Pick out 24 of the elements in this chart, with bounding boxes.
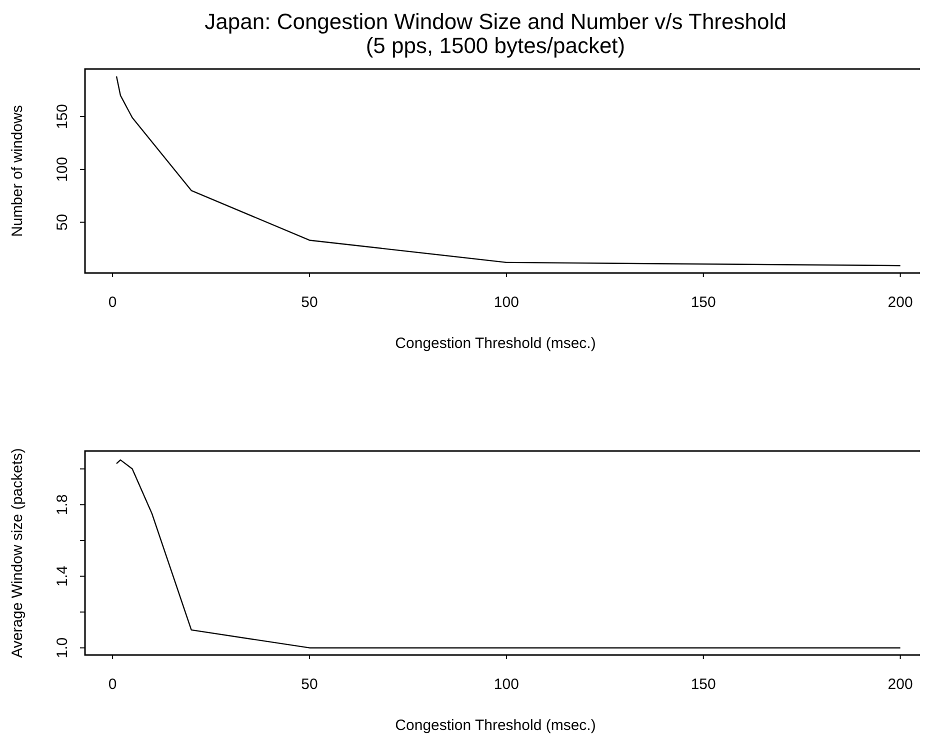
y-tick-label: 1.8 — [54, 494, 71, 516]
y-axis-title: Number of windows — [9, 105, 26, 237]
y-tick-label: 100 — [54, 156, 71, 182]
x-tick-label: 150 — [690, 294, 716, 311]
x-tick-label: 200 — [888, 676, 913, 693]
line-series — [116, 459, 901, 648]
x-axis-title: Congestion Threshold (msec.) — [395, 335, 596, 352]
x-tick-label: 50 — [301, 294, 318, 311]
x-tick-label: 0 — [108, 676, 117, 693]
x-tick-label: 0 — [108, 294, 117, 311]
chart-title: Japan: Congestion Window Size and Number v/s Threshold — [204, 9, 786, 34]
x-tick-label: 150 — [690, 676, 716, 693]
y-axis-title: Average Window size (packets) — [9, 448, 26, 658]
x-tick-label: 200 — [888, 294, 913, 311]
chart-subtitle: (5 pps, 1500 bytes/packet) — [366, 33, 626, 58]
x-tick-label: 100 — [494, 294, 519, 311]
x-axis-title: Congestion Threshold (msec.) — [395, 717, 596, 734]
y-tick-label: 150 — [54, 104, 71, 130]
line-series — [116, 76, 901, 266]
y-tick-label: 1.4 — [54, 566, 71, 587]
y-tick-label: 1.0 — [54, 637, 71, 658]
y-tick-label: 50 — [54, 214, 71, 231]
x-tick-label: 50 — [301, 676, 318, 693]
x-tick-label: 100 — [494, 676, 519, 693]
